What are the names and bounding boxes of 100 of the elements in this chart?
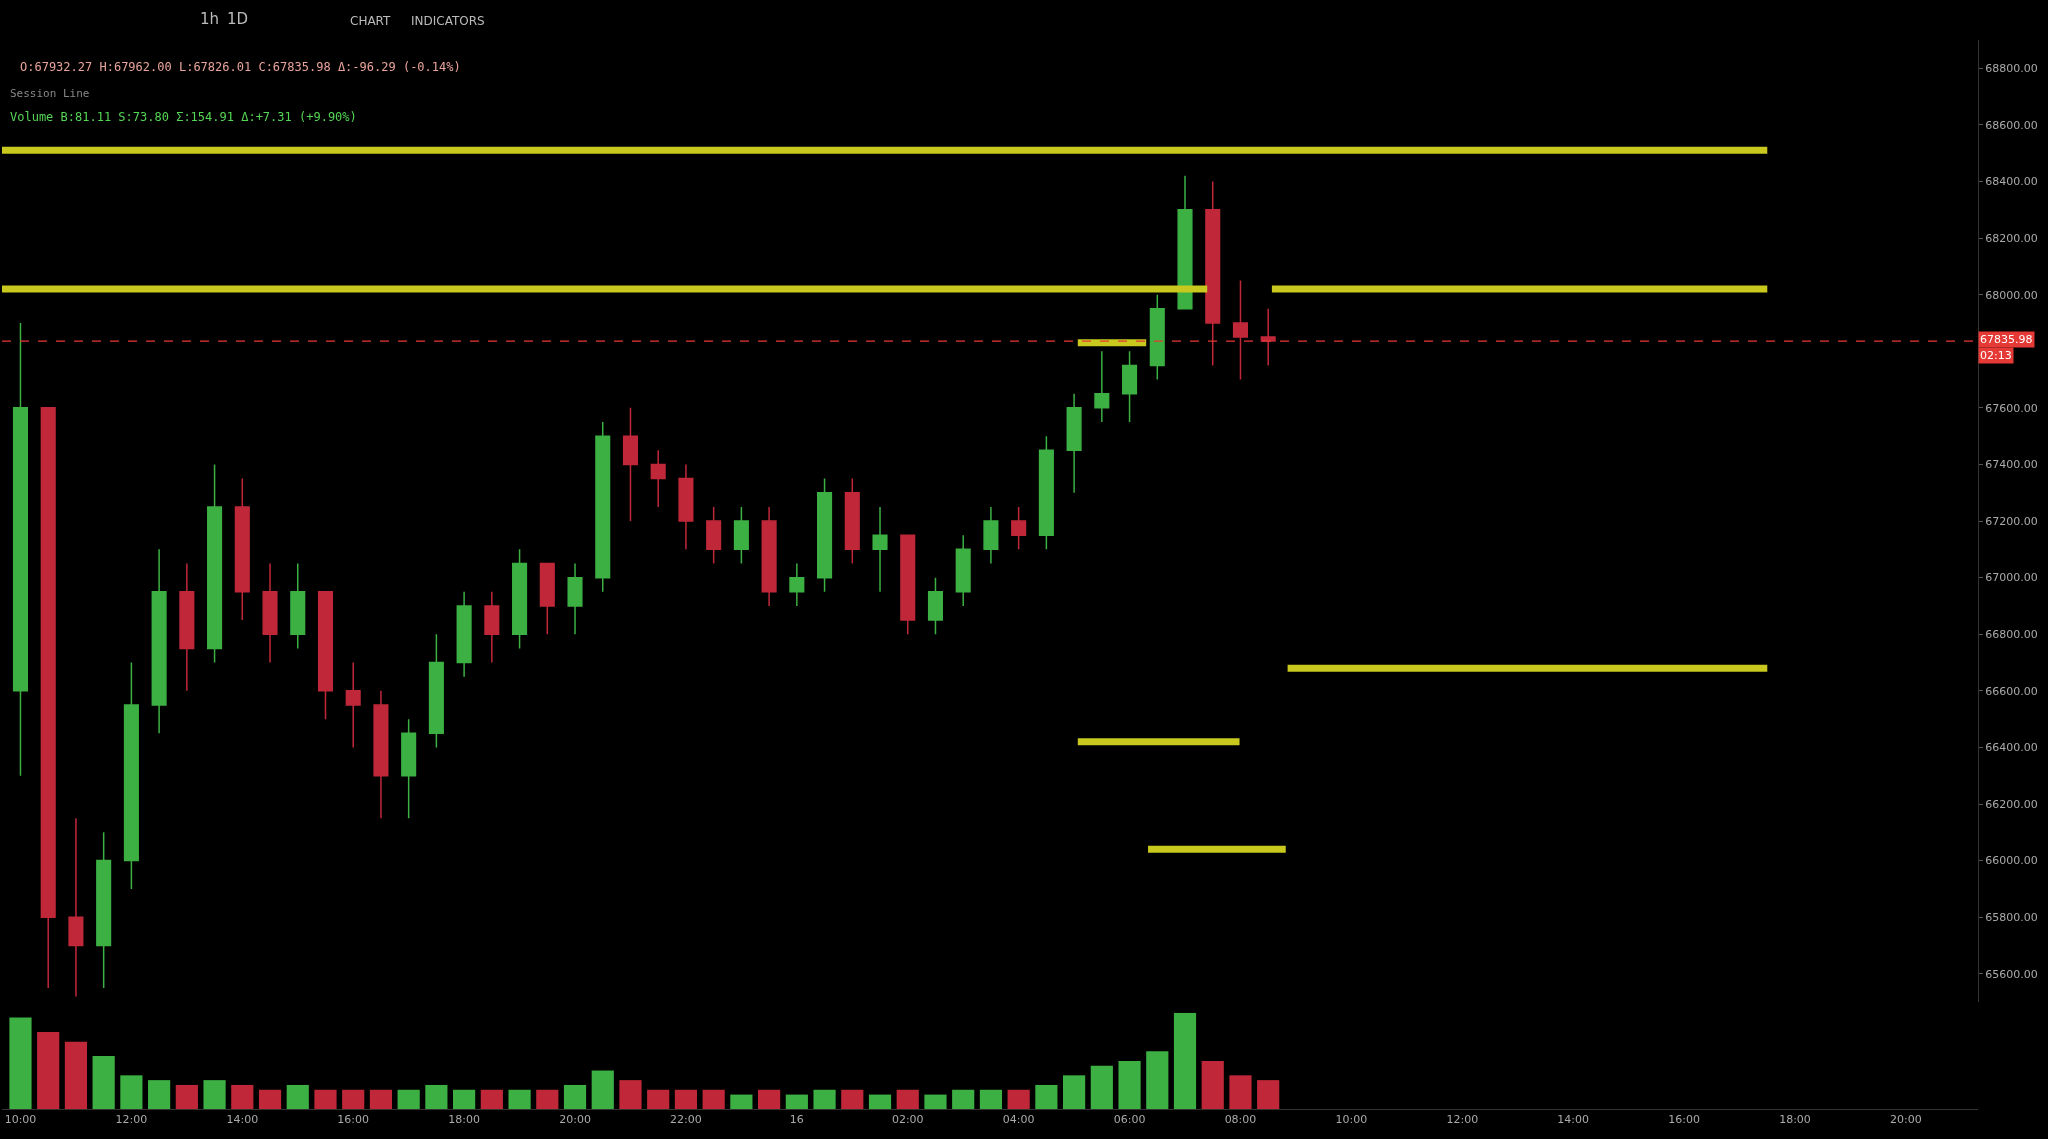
candlestick xyxy=(317,591,334,720)
candlestick xyxy=(345,661,361,749)
x-tick-label: 12:00 xyxy=(115,1113,148,1127)
candlestick xyxy=(1122,350,1138,423)
x-tick-label: 02:00 xyxy=(891,1113,924,1127)
bar xyxy=(148,1080,171,1109)
x-tick-label: 22:00 xyxy=(670,1113,702,1127)
bar xyxy=(1090,1065,1113,1109)
candlestick xyxy=(1011,506,1027,551)
ref-line-label: 67835.98 xyxy=(1980,333,2033,346)
candlestick xyxy=(12,322,29,777)
bar xyxy=(591,1070,614,1109)
candlestick xyxy=(401,718,417,819)
candlestick xyxy=(1177,175,1193,310)
bar xyxy=(647,1089,670,1109)
candlestick xyxy=(207,463,223,664)
x-tick-label: 04:00 xyxy=(1002,1113,1035,1127)
candlestick xyxy=(1149,293,1165,381)
bar xyxy=(175,1084,198,1109)
text: INDICATORS xyxy=(411,14,485,28)
bar xyxy=(120,1075,143,1109)
candlestick xyxy=(706,506,722,565)
candlestick xyxy=(983,506,999,565)
x-tick-label: 16:00 xyxy=(337,1113,370,1127)
candlestick xyxy=(817,477,833,593)
text: 02:13 xyxy=(1980,349,2012,362)
text: 1D xyxy=(227,10,249,28)
text: 1h xyxy=(200,10,220,28)
candlestick xyxy=(68,817,84,998)
bar xyxy=(979,1089,1003,1109)
x-tick-label: 18:00 xyxy=(448,1113,480,1127)
bar xyxy=(924,1094,947,1109)
y-tick-label: 68000.00 xyxy=(1985,288,2038,302)
bar xyxy=(1173,1012,1197,1109)
bar xyxy=(453,1089,476,1109)
bar xyxy=(1035,1084,1058,1109)
bar xyxy=(896,1089,919,1109)
y-tick-label: 65600.00 xyxy=(1985,967,2038,981)
y-tick-label: 65800.00 xyxy=(1985,911,2038,925)
candlestick xyxy=(96,831,112,989)
candlestick xyxy=(512,548,528,650)
candlestick xyxy=(872,506,888,593)
candlestick xyxy=(179,562,195,692)
candlestick xyxy=(539,562,555,635)
candlestick xyxy=(123,661,139,890)
candlestick xyxy=(428,633,444,749)
bar xyxy=(1007,1089,1030,1109)
candlestick xyxy=(761,506,777,607)
candlestick xyxy=(650,449,666,508)
bar xyxy=(231,1084,254,1109)
x-tick-label: 12:00 xyxy=(1446,1113,1479,1127)
candlestick xyxy=(955,534,971,607)
candlestick xyxy=(1260,308,1276,367)
candlestick xyxy=(900,534,916,635)
bar xyxy=(286,1084,309,1109)
candlestick xyxy=(678,463,694,551)
candlestick xyxy=(151,548,167,735)
candlestick xyxy=(567,562,583,635)
x-tick-label: 18:00 xyxy=(1779,1113,1811,1127)
y-tick-label: 67400.00 xyxy=(1985,458,2038,472)
y-tick-label: 68600.00 xyxy=(1985,118,2038,132)
candlestick xyxy=(262,562,278,664)
bar xyxy=(1063,1075,1086,1109)
x-tick-label: 14:00 xyxy=(226,1113,259,1127)
bar xyxy=(536,1089,559,1109)
candlestick xyxy=(1232,279,1249,381)
bar xyxy=(508,1089,531,1109)
y-tick-label: 66000.00 xyxy=(1985,854,2038,868)
candlestick xyxy=(290,562,306,650)
bar xyxy=(397,1089,420,1109)
bar xyxy=(1229,1075,1252,1109)
x-tick-label: 16 xyxy=(789,1113,804,1127)
bar xyxy=(314,1089,337,1109)
candlestick xyxy=(40,407,56,989)
bar xyxy=(730,1094,753,1109)
x-tick-label: 14:00 xyxy=(1557,1113,1590,1127)
y-tick-label: 66600.00 xyxy=(1985,684,2038,698)
x-tick-label: 08:00 xyxy=(1224,1113,1257,1127)
bar xyxy=(813,1089,836,1109)
candlestick xyxy=(234,477,250,621)
x-tick-label: 20:00 xyxy=(1890,1113,1922,1127)
y-tick-label: 67200.00 xyxy=(1985,514,2038,528)
candlestick xyxy=(595,421,611,593)
bar xyxy=(1146,1051,1169,1109)
annotation: Volume B:81.11 S:73.80 Σ:154.91 Δ:+7.31 (+9.90%) xyxy=(10,110,357,124)
text: CHART xyxy=(350,14,392,28)
candlestick xyxy=(789,562,805,607)
x-tick-label: 10:00 xyxy=(4,1113,37,1127)
x-tick-label: 06:00 xyxy=(1113,1113,1146,1127)
candlestick xyxy=(622,407,639,522)
y-tick-label: 66200.00 xyxy=(1985,797,2038,811)
candlestick xyxy=(733,506,749,565)
bar xyxy=(342,1089,365,1109)
x-tick-label: 20:00 xyxy=(559,1113,591,1127)
bar xyxy=(758,1089,781,1109)
bar xyxy=(868,1094,892,1109)
candlestick xyxy=(1038,435,1054,551)
candlestick xyxy=(1066,392,1082,494)
y-tick-label: 66400.00 xyxy=(1985,741,2038,755)
bar xyxy=(92,1056,115,1109)
